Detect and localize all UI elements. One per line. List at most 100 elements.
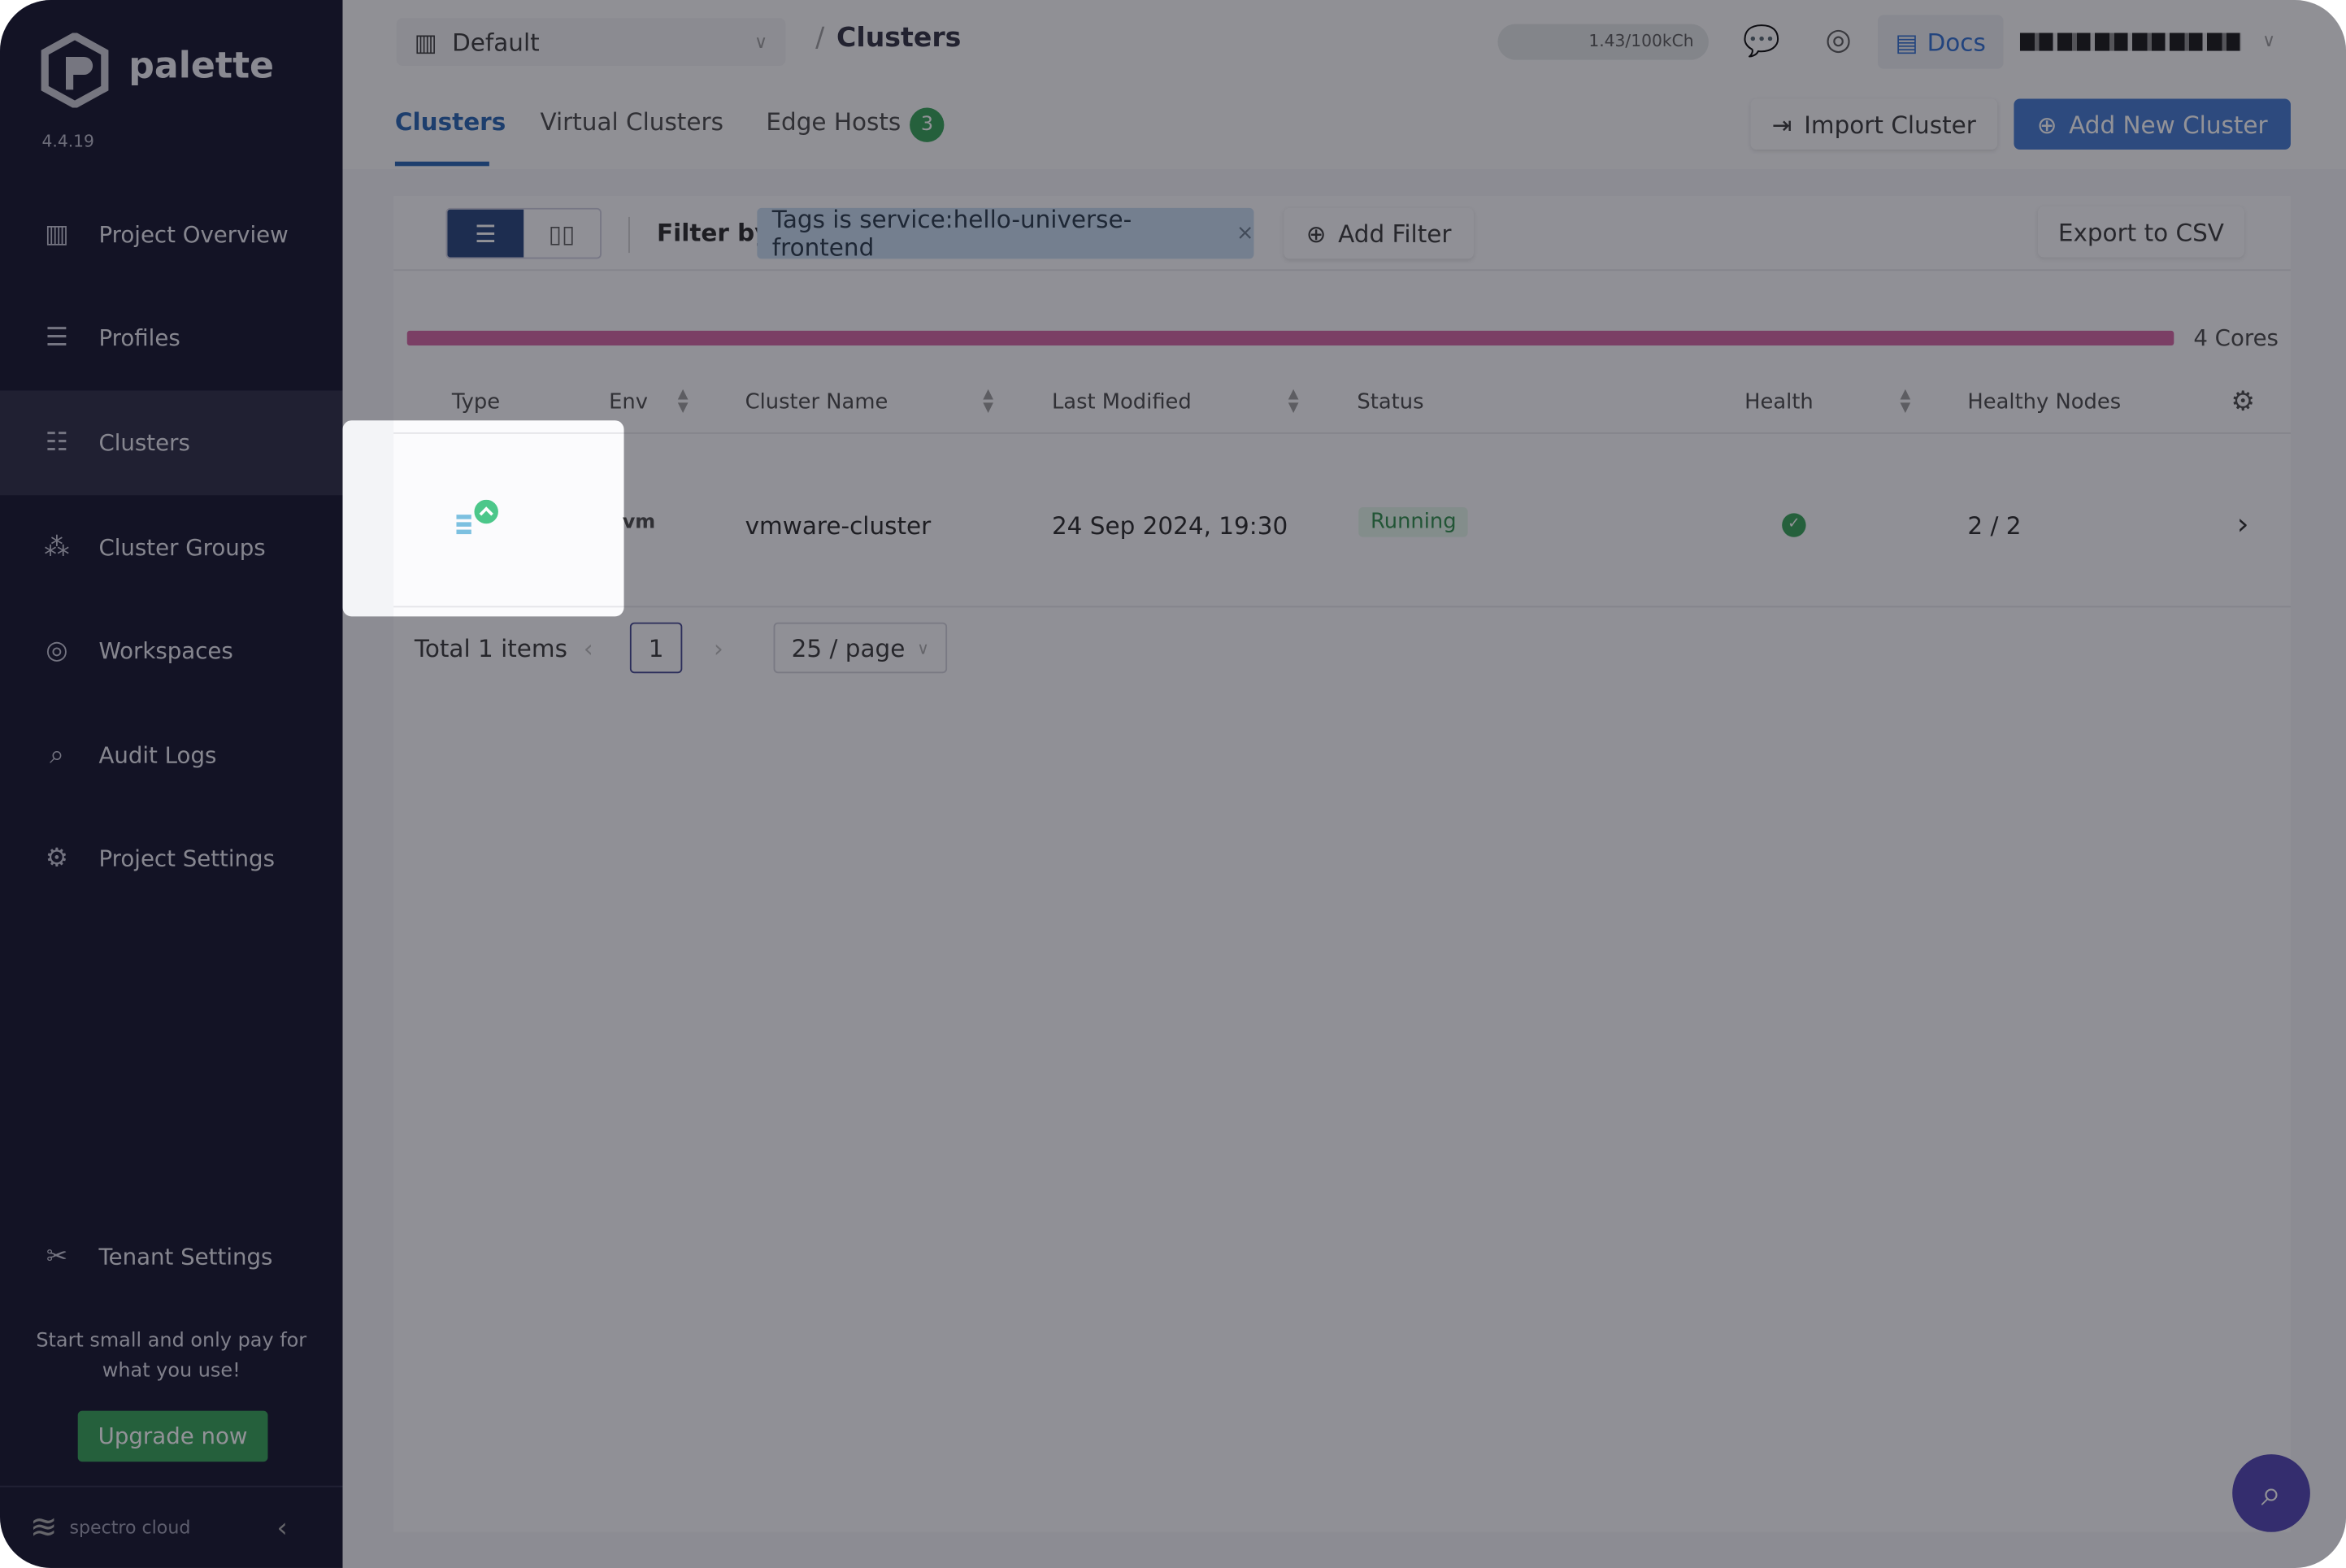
- sidebar-item-label: Project Settings: [98, 845, 275, 873]
- cores-usage-bar: [406, 330, 2174, 346]
- next-page-icon[interactable]: ›: [713, 633, 723, 662]
- breadcrumb-separator: /: [815, 22, 825, 54]
- column-last-modified[interactable]: Last Modified: [1051, 390, 1192, 415]
- prev-page-icon[interactable]: ‹: [583, 633, 593, 662]
- column-healthy-nodes: Healthy Nodes: [1967, 390, 2122, 415]
- healthy-nodes: 2 / 2: [1967, 511, 2022, 541]
- sidebar-item-label: Audit Logs: [98, 741, 217, 770]
- vmware-type-icon: [456, 499, 501, 548]
- sort-icon[interactable]: ▲ ▼: [1288, 387, 1299, 416]
- chevron-right-icon[interactable]: ›: [2236, 506, 2249, 542]
- docs-label: Docs: [1927, 28, 1986, 57]
- list-view-icon[interactable]: ☰: [447, 209, 524, 258]
- page-size-value: 25 / page: [791, 633, 906, 662]
- add-new-cluster-button[interactable]: ⊕ Add New Cluster: [2014, 98, 2291, 150]
- sidebar-item-cluster-groups[interactable]: ⁂ Cluster Groups: [0, 495, 342, 600]
- user-menu[interactable]: [2019, 33, 2242, 51]
- table-row[interactable]: vm vmware-cluster 24 Sep 2024, 19:30 Run…: [393, 443, 2291, 608]
- docs-button[interactable]: ▤ Docs: [1877, 15, 2004, 69]
- audit-logs-icon: ⌕: [50, 741, 64, 771]
- tab-edge-hosts[interactable]: Edge Hosts 3: [766, 107, 945, 142]
- tab-clusters[interactable]: Clusters: [394, 107, 506, 137]
- usage-pill: 1.43/100kCh: [1497, 24, 1709, 60]
- upgrade-button[interactable]: Upgrade now: [77, 1410, 268, 1462]
- count-badge: 3: [910, 107, 945, 142]
- divider: [628, 216, 630, 254]
- export-csv-button[interactable]: Export to CSV: [2037, 206, 2244, 258]
- view-toggle: ☰ ▯▯: [445, 207, 602, 259]
- sidebar-item-label: Project Overview: [98, 221, 289, 249]
- sort-icon[interactable]: ▲ ▼: [1900, 387, 1911, 416]
- clusters-icon: ☷: [45, 428, 68, 458]
- breadcrumb-current: Clusters: [836, 22, 962, 54]
- gear-icon[interactable]: ⚙: [2231, 385, 2256, 418]
- palette-logo-icon: [41, 33, 109, 108]
- tab-virtual-clusters[interactable]: Virtual Clusters: [540, 107, 723, 137]
- last-modified: 24 Sep 2024, 19:30: [1051, 511, 1288, 541]
- workspaces-icon: ◎: [46, 636, 68, 667]
- button-label: Add New Cluster: [2069, 110, 2268, 139]
- chevron-down-icon: ∨: [917, 638, 929, 658]
- add-filter-button[interactable]: ⊕ Add Filter: [1284, 207, 1474, 259]
- column-cluster-name[interactable]: Cluster Name: [745, 390, 888, 415]
- sidebar-item-workspaces[interactable]: ◎ Workspaces: [0, 598, 342, 703]
- env-value: vm: [622, 511, 656, 535]
- filter-toolbar: [393, 196, 2291, 271]
- sidebar-footer: ≋ spectro cloud ‹: [0, 1485, 343, 1568]
- sidebar-item-profiles[interactable]: ☰ Profiles: [0, 286, 342, 391]
- project-name: Default: [452, 28, 540, 57]
- map-view-icon[interactable]: ▯▯: [548, 219, 576, 248]
- chevron-down-icon: ∨: [754, 31, 768, 53]
- import-cluster-button[interactable]: ⇥ Import Cluster: [1750, 98, 1998, 150]
- page-1-button[interactable]: 1: [629, 622, 683, 674]
- sidebar-item-audit-logs[interactable]: ⌕ Audit Logs: [0, 703, 342, 808]
- tab-label: Edge Hosts: [766, 107, 901, 137]
- sort-icon[interactable]: ▲ ▼: [677, 387, 689, 416]
- column-env[interactable]: Env: [609, 390, 649, 415]
- chip-label: Tags is service:hello-universe-frontend: [771, 205, 1132, 263]
- healthy-check-icon: ✓: [1782, 513, 1806, 537]
- help-search-button[interactable]: ⌕: [2232, 1454, 2310, 1532]
- close-icon[interactable]: ×: [1236, 221, 1254, 245]
- sidebar-item-label: Tenant Settings: [98, 1243, 273, 1270]
- page-size-select[interactable]: 25 / page ∨: [773, 622, 948, 674]
- sidebar-item-tenant-settings[interactable]: ✂ Tenant Settings: [0, 1205, 342, 1310]
- project-select[interactable]: ▥ Default ∨: [396, 18, 786, 66]
- filter-chip: Tags is service:hello-universe-frontend ×: [757, 205, 1254, 263]
- footer-brand: spectro cloud: [69, 1517, 191, 1539]
- app-version: 4.4.19: [41, 131, 94, 151]
- cluster-groups-icon: ⁂: [44, 532, 70, 563]
- cores-usage-fill: [406, 330, 2174, 346]
- project-icon: ▥: [414, 28, 437, 57]
- sidebar-item-project-overview[interactable]: ▥ Project Overview: [0, 183, 342, 288]
- cluster-name[interactable]: vmware-cluster: [745, 511, 932, 541]
- sidebar-item-label: Cluster Groups: [98, 534, 266, 562]
- promo-text: Start small and only pay for what you us…: [36, 1330, 307, 1383]
- breadcrumb: / Clusters: [815, 23, 961, 54]
- collapse-sidebar-icon[interactable]: ‹: [276, 1511, 288, 1544]
- sidebar: palette 4.4.19 ▥ Project Overview ☰ Profil…: [0, 0, 343, 1568]
- button-label: Import Cluster: [1804, 110, 1976, 139]
- sidebar-item-clusters[interactable]: ☷ Clusters: [0, 390, 343, 496]
- compass-icon[interactable]: ◎: [1825, 20, 1852, 57]
- column-health[interactable]: Health: [1744, 390, 1814, 415]
- column-type: Type: [451, 390, 501, 415]
- status-badge: Running: [1358, 506, 1469, 537]
- button-label: Add Filter: [1338, 219, 1452, 248]
- sort-icon[interactable]: ▲ ▼: [983, 387, 994, 416]
- plus-circle-icon: ⊕: [1306, 219, 1327, 248]
- chevron-down-icon[interactable]: ∨: [2261, 29, 2276, 51]
- spectro-cloud-logo-icon: ≋: [29, 1509, 58, 1547]
- cores-label: 4 Cores: [2193, 324, 2279, 352]
- column-status: Status: [1357, 390, 1424, 415]
- gear-icon: ⚙: [45, 844, 68, 874]
- sidebar-item-project-settings[interactable]: ⚙ Project Settings: [0, 806, 342, 911]
- active-tab-indicator: [394, 161, 489, 167]
- chat-icon[interactable]: 💬: [1743, 22, 1781, 59]
- app-name: palette: [128, 45, 275, 87]
- import-icon: ⇥: [1771, 110, 1792, 139]
- book-icon: ▤: [1895, 28, 1918, 57]
- clusters-card: [393, 196, 2291, 1532]
- sidebar-item-label: Profiles: [98, 324, 180, 352]
